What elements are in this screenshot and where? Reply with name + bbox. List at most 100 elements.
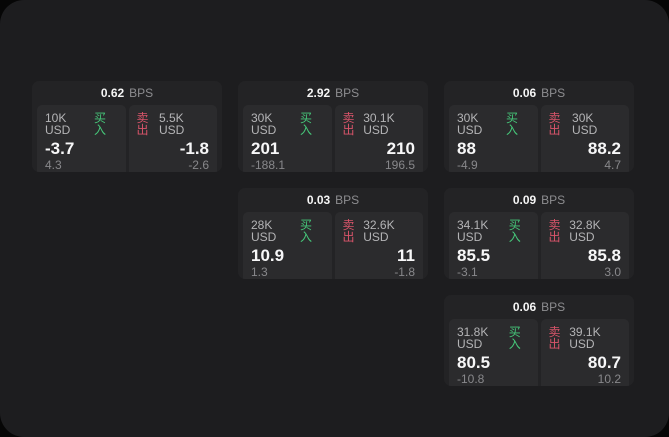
spread-header: 0.06 BPS: [444, 81, 634, 105]
sell-panel[interactable]: 卖出 32.8K USD 85.8 3.0: [540, 212, 629, 279]
buy-side-label: 买入: [505, 111, 518, 137]
spread-header: 0.03 BPS: [238, 188, 428, 212]
buy-panel[interactable]: 10K USD 买入 -3.7 4.3: [37, 105, 126, 172]
sell-notional: 39.1K USD: [569, 325, 601, 351]
buy-change: -10.8: [457, 371, 485, 386]
buy-change: 1.3: [251, 264, 268, 279]
sell-price: 88.2: [587, 139, 621, 158]
buy-panel-top: 30K USD 买入: [251, 112, 324, 136]
bps-value: 0.03: [306, 193, 331, 207]
buy-notional: 10K USD: [45, 111, 71, 137]
sell-notional: 30K USD: [572, 111, 598, 137]
bps-unit-label: BPS: [541, 86, 566, 100]
spread-header: 0.06 BPS: [444, 295, 634, 319]
buy-change: 4.3: [45, 157, 62, 172]
buy-notional: 30K USD: [251, 111, 277, 137]
sell-notional: 30.1K USD: [363, 111, 395, 137]
buy-panel-top: 30K USD 买入: [457, 112, 530, 136]
buy-notional: 30K USD: [457, 111, 483, 137]
spread-card: 0.06 BPS 30K USD 买入 88 -4.9 卖出 30K USD 8…: [444, 81, 634, 172]
spread-card: 0.03 BPS 28K USD 买入 10.9 1.3 卖出 32.6K US…: [238, 188, 428, 279]
quote-panels: 31.8K USD 买入 80.5 -10.8 卖出 39.1K USD 80.…: [444, 319, 634, 386]
spread-header: 0.62 BPS: [32, 81, 222, 105]
sell-price: 11: [397, 246, 415, 265]
buy-notional: 28K USD: [251, 218, 277, 244]
spread-card: 0.06 BPS 31.8K USD 买入 80.5 -10.8 卖出 39.1…: [444, 295, 634, 386]
sell-panel[interactable]: 卖出 32.6K USD 11 -1.8: [334, 212, 423, 279]
buy-panel[interactable]: 34.1K USD 买入 85.5 -3.1: [449, 212, 538, 279]
sell-panel-top: 卖出 5.5K USD: [137, 112, 210, 136]
sell-panel-top: 卖出 39.1K USD: [549, 326, 622, 350]
buy-price: 85.5: [457, 246, 491, 265]
sell-side-label: 卖出: [136, 111, 149, 137]
buy-change: -188.1: [251, 157, 286, 172]
spread-header: 0.09 BPS: [444, 188, 634, 212]
quote-panels: 28K USD 买入 10.9 1.3 卖出 32.6K USD 11 -1.8: [238, 212, 428, 279]
sell-change: 10.2: [597, 371, 621, 386]
sell-panel-top: 卖出 32.8K USD: [549, 219, 622, 243]
buy-panel[interactable]: 30K USD 买入 201 -188.1: [243, 105, 332, 172]
quote-panels: 10K USD 买入 -3.7 4.3 卖出 5.5K USD -1.8 -2.…: [32, 105, 222, 172]
buy-panel-top: 34.1K USD 买入: [457, 219, 530, 243]
buy-notional: 34.1K USD: [457, 218, 489, 244]
sell-panel[interactable]: 卖出 30.1K USD 210 196.5: [334, 105, 423, 172]
bps-value: 0.06: [512, 86, 537, 100]
buy-panel[interactable]: 30K USD 买入 88 -4.9: [449, 105, 538, 172]
sell-panel[interactable]: 卖出 5.5K USD -1.8 -2.6: [128, 105, 217, 172]
sell-side-label: 卖出: [548, 111, 561, 137]
bps-unit-label: BPS: [541, 300, 566, 314]
sell-side-label: 卖出: [548, 218, 561, 244]
buy-panel-top: 31.8K USD 买入: [457, 326, 530, 350]
buy-side-label: 买入: [508, 218, 521, 244]
sell-notional: 5.5K USD: [159, 111, 185, 137]
buy-side-label: 买入: [299, 218, 312, 244]
buy-side-label: 买入: [93, 111, 106, 137]
buy-panel[interactable]: 28K USD 买入 10.9 1.3: [243, 212, 332, 279]
sell-change: -1.8: [394, 264, 415, 279]
bps-value: 2.92: [306, 86, 331, 100]
sell-price: 85.8: [587, 246, 621, 265]
sell-change: -2.6: [188, 157, 209, 172]
sell-notional: 32.8K USD: [569, 218, 601, 244]
quote-panels: 34.1K USD 买入 85.5 -3.1 卖出 32.8K USD 85.8…: [444, 212, 634, 279]
buy-price: 10.9: [251, 246, 285, 265]
buy-side-label: 买入: [299, 111, 312, 137]
bps-value: 0.09: [512, 193, 537, 207]
sell-price: 80.7: [587, 353, 621, 372]
buy-price: 80.5: [457, 353, 491, 372]
buy-panel[interactable]: 31.8K USD 买入 80.5 -10.8: [449, 319, 538, 386]
bps-unit-label: BPS: [129, 86, 154, 100]
sell-panel-top: 卖出 30K USD: [549, 112, 622, 136]
buy-panel-top: 10K USD 买入: [45, 112, 118, 136]
sell-side-label: 卖出: [342, 218, 355, 244]
sell-change: 196.5: [384, 157, 415, 172]
sell-panel-top: 卖出 32.6K USD: [343, 219, 416, 243]
spread-card: 0.09 BPS 34.1K USD 买入 85.5 -3.1 卖出 32.8K…: [444, 188, 634, 279]
sell-panel[interactable]: 卖出 39.1K USD 80.7 10.2: [540, 319, 629, 386]
buy-change: -4.9: [457, 157, 478, 172]
quote-panels: 30K USD 买入 88 -4.9 卖出 30K USD 88.2 4.7: [444, 105, 634, 172]
bps-unit-label: BPS: [335, 86, 360, 100]
sell-price: 210: [386, 139, 415, 158]
buy-panel-top: 28K USD 买入: [251, 219, 324, 243]
spread-header: 2.92 BPS: [238, 81, 428, 105]
buy-price: -3.7: [45, 139, 75, 158]
sell-panel[interactable]: 卖出 30K USD 88.2 4.7: [540, 105, 629, 172]
sell-side-label: 卖出: [548, 325, 561, 351]
buy-price: 88: [457, 139, 476, 158]
cards-grid: 0.62 BPS 10K USD 买入 -3.7 4.3 卖出 5.5K USD…: [32, 81, 634, 386]
sell-panel-top: 卖出 30.1K USD: [343, 112, 416, 136]
sell-change: 3.0: [604, 264, 621, 279]
buy-side-label: 买入: [508, 325, 521, 351]
bps-value: 0.06: [512, 300, 537, 314]
spread-card: 2.92 BPS 30K USD 买入 201 -188.1 卖出 30.1K …: [238, 81, 428, 172]
buy-price: 201: [251, 139, 280, 158]
bps-value: 0.62: [100, 86, 125, 100]
sell-change: 4.7: [604, 157, 621, 172]
quote-panels: 30K USD 买入 201 -188.1 卖出 30.1K USD 210 1…: [238, 105, 428, 172]
bps-unit-label: BPS: [335, 193, 360, 207]
buy-change: -3.1: [457, 264, 478, 279]
sell-notional: 32.6K USD: [363, 218, 395, 244]
